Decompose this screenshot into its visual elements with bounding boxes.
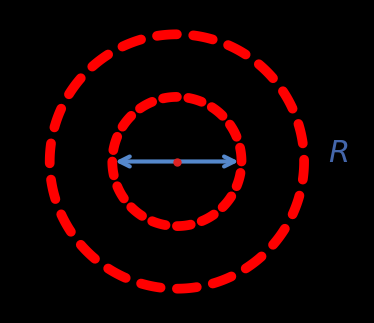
Text: $R$: $R$ [328,138,349,169]
Point [174,159,180,164]
